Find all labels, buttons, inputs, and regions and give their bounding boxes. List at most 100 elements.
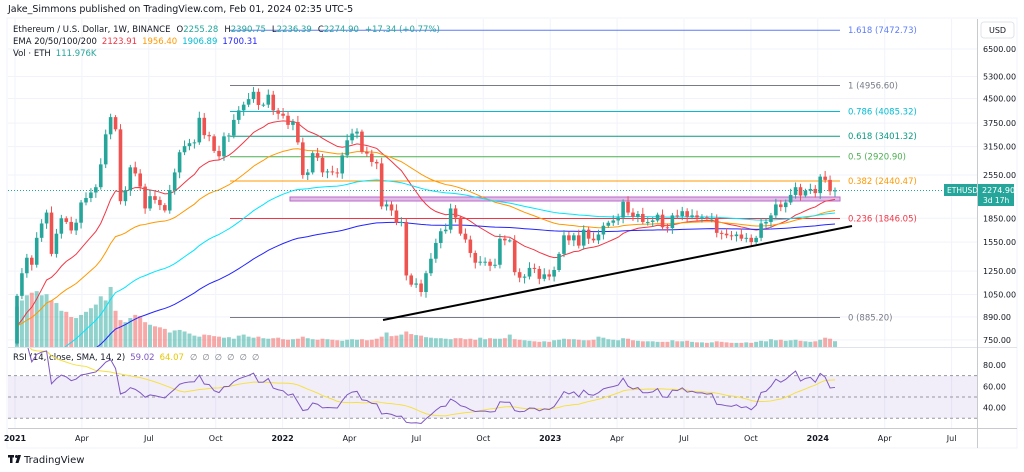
- candle-body: [670, 215, 675, 229]
- fib-level-label: 0 (885.20): [848, 314, 892, 324]
- volume-bar: [517, 339, 522, 347]
- candle-body: [222, 136, 226, 157]
- volume-bar: [473, 339, 478, 347]
- candle-body: [59, 218, 64, 234]
- volume-bar: [566, 339, 571, 347]
- candle-body: [128, 167, 133, 191]
- rsi-axis[interactable]: 80.00 60.00 40.00: [983, 361, 1006, 413]
- volume-bar: [581, 340, 586, 347]
- volume-bar: [635, 340, 640, 347]
- volume-bar: [424, 337, 428, 347]
- candle-body: [266, 94, 271, 105]
- candle-body: [774, 204, 778, 216]
- price-axis[interactable]: 6500.00 5300.00 4500.00 3750.00 3150.00 2550.…: [983, 45, 1016, 345]
- candle-body: [537, 268, 542, 279]
- rsi-tick: 80.00: [983, 361, 1006, 370]
- candle-body: [749, 237, 754, 243]
- symbol-legend: Ethereum / U.S. Dollar, 1W, BINANCE O2255…: [13, 25, 440, 363]
- candle-body: [340, 155, 345, 174]
- volume-bar: [601, 337, 606, 347]
- symbol-name: Ethereum / U.S. Dollar, 1W, BINANCE: [13, 25, 170, 35]
- candle-body: [631, 212, 635, 217]
- candle-body: [153, 196, 157, 200]
- volume-bar: [547, 341, 552, 347]
- tradingview-logo[interactable]: TradingView: [8, 455, 84, 466]
- volume-bar: [813, 341, 818, 347]
- volume-bar: [828, 338, 833, 347]
- trendline[interactable]: [382, 225, 853, 321]
- volume-bar: [532, 341, 537, 347]
- candle-body: [690, 215, 694, 217]
- candle-body: [212, 136, 216, 151]
- candle-body: [227, 135, 231, 137]
- volume-bar: [783, 340, 788, 347]
- candle-body: [572, 235, 576, 241]
- volume-bar: [276, 337, 281, 347]
- chart-frame: [6, 17, 1018, 449]
- candle-body: [641, 213, 645, 222]
- volume-bar: [438, 338, 443, 347]
- rsi-tick: 40.00: [983, 404, 1006, 413]
- volume-bar: [202, 334, 207, 347]
- volume-bar: [640, 341, 645, 347]
- candle-body: [591, 238, 596, 241]
- time-tick: 2021: [4, 434, 27, 443]
- volume-bar: [699, 342, 704, 347]
- volume-bar: [290, 339, 295, 347]
- volume-bar: [256, 336, 261, 347]
- candle-body: [69, 221, 74, 231]
- volume-bar: [675, 341, 680, 347]
- candle-body: [207, 135, 211, 137]
- volume-bar: [571, 339, 576, 347]
- candle-body: [507, 240, 512, 242]
- ema-200-line: [96, 221, 836, 347]
- tradingview-brand: TradingView: [23, 455, 84, 466]
- candle-body: [113, 117, 118, 130]
- candle-body: [355, 131, 359, 134]
- candle-body: [320, 157, 325, 173]
- candle-body: [636, 213, 640, 217]
- volume-bar: [468, 338, 473, 347]
- time-tick: Apr: [75, 434, 90, 443]
- currency-button[interactable]: [980, 21, 1015, 39]
- volume-bar: [123, 322, 128, 347]
- candle-body: [660, 214, 665, 228]
- candle-body: [374, 161, 379, 164]
- volume-bar: [369, 339, 374, 347]
- candle-body: [399, 221, 404, 223]
- volume-legend: Vol · ETH: [13, 49, 51, 59]
- price-tick: 4500.00: [983, 95, 1016, 104]
- candle-body: [241, 104, 246, 111]
- candle-body: [94, 187, 98, 193]
- fib-level-label: 0.236 (1846.05): [848, 215, 917, 225]
- volume-bar: [286, 339, 291, 347]
- candle-body: [251, 91, 256, 100]
- volume-bar: [458, 338, 463, 347]
- candle-body: [89, 192, 93, 199]
- candle-body: [54, 233, 59, 254]
- fibonacci-retracement[interactable]: 1.618 (7472.73) 1 (4956.60) 0.786 (4085.32…: [230, 26, 917, 324]
- volume-bar: [207, 335, 212, 347]
- volume-bar: [724, 342, 729, 347]
- time-axis[interactable]: 2021 Apr Jul Oct 2022 Apr Jul Oct 2023 Apr Jul Oct 2…: [4, 434, 957, 443]
- candle-body: [192, 142, 197, 144]
- candle-body: [163, 205, 167, 211]
- candle-body: [138, 173, 142, 187]
- volume-bar: [655, 341, 660, 347]
- rsi-sma-line: [29, 348, 836, 417]
- volume-bar: [690, 341, 695, 347]
- candle-body: [271, 94, 276, 111]
- rsi-legend: RSI (14, close, SMA, 14, 2): [13, 353, 125, 363]
- candle-body: [409, 275, 414, 285]
- support-zone[interactable]: [289, 196, 841, 202]
- candle-body: [764, 221, 768, 224]
- price-tick: 3750.00: [983, 119, 1016, 128]
- price-tick: 3150.00: [983, 143, 1016, 152]
- volume-bar: [266, 338, 271, 347]
- price-tick: 1850.00: [983, 214, 1016, 223]
- candle-body: [443, 229, 448, 232]
- volume-bar: [419, 335, 424, 347]
- candle-body: [123, 190, 128, 202]
- candle-body: [379, 163, 384, 207]
